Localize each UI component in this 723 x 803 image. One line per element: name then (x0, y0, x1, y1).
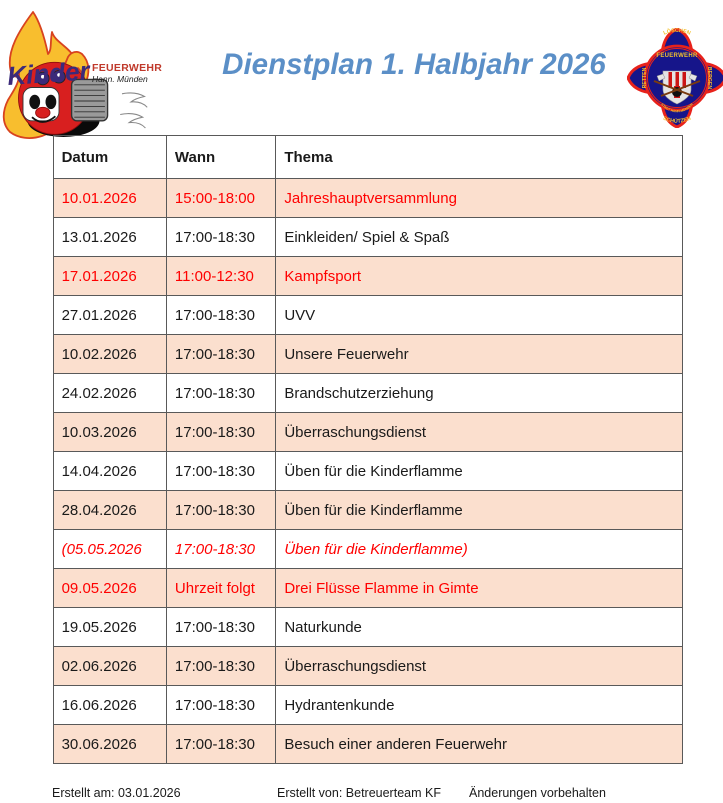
svg-text:Hann. Münden: Hann. Münden (92, 74, 148, 84)
svg-text:RETTEN: RETTEN (642, 67, 648, 88)
svg-text:FEUERWEHR: FEUERWEHR (656, 53, 698, 59)
svg-text:BERGEN: BERGEN (706, 67, 712, 89)
svg-text:Kinder: Kinder (6, 55, 92, 91)
svg-text:FEUERWEHR: FEUERWEHR (92, 62, 162, 74)
